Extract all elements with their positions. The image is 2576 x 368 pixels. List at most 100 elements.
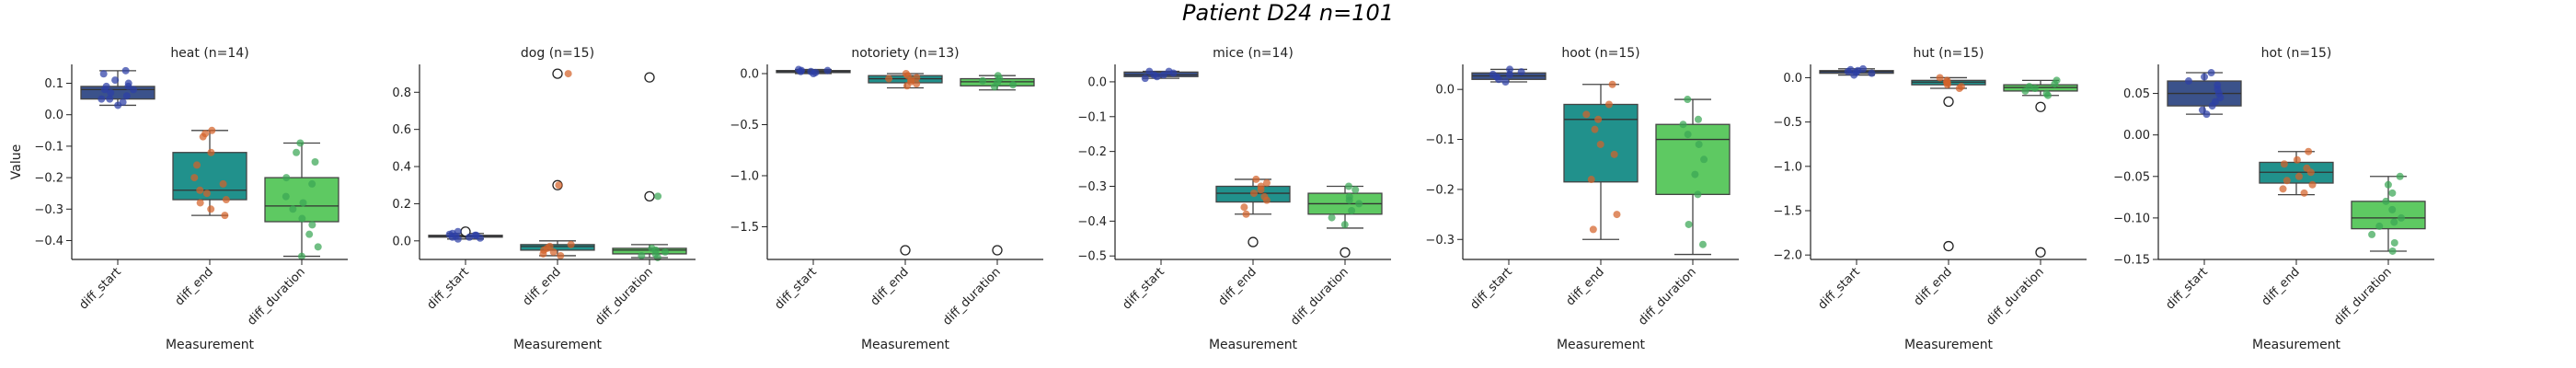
y-tick-label: 0.05 — [2123, 87, 2150, 101]
data-point — [2202, 110, 2211, 119]
data-point — [308, 221, 316, 229]
box-diff_duration — [1655, 98, 1731, 256]
data-point — [1145, 67, 1154, 75]
panel-5: hoot (n=15) 0.0 −0.1 −0.2 −0.3 diff_start diff… — [1425, 46, 1739, 352]
iqr-box — [2351, 201, 2426, 230]
data-point — [2384, 180, 2392, 189]
data-point — [1594, 115, 1603, 123]
data-point — [1249, 190, 1258, 198]
y-tick-label: 0.8 — [392, 86, 411, 100]
data-point — [297, 252, 305, 260]
data-point — [2375, 222, 2384, 230]
y-tick-label: −0.2 — [34, 172, 63, 186]
data-point — [1262, 178, 1271, 187]
box-diff_end — [172, 130, 247, 216]
data-point — [2293, 155, 2301, 164]
y-axis-label: Value — [9, 144, 24, 179]
data-point — [1506, 65, 1514, 74]
data-point — [2306, 168, 2315, 177]
data-point — [219, 179, 227, 188]
outlier-point — [1340, 247, 1351, 259]
panel-6: hut (n=15) 0.0 −0.5 −1.0 −1.5 −2.0 diff_start d… — [1773, 46, 2087, 352]
panel-7: hot (n=15) 0.05 0.00 −0.05 −0.10 −0.15 diff_st… — [2113, 46, 2434, 352]
data-point — [1252, 175, 1260, 183]
box-diff_duration — [612, 72, 687, 259]
x-tick-label: diff_duration — [940, 265, 1004, 328]
data-point — [111, 76, 120, 85]
data-point — [2382, 197, 2390, 205]
x-tick-label: diff_end — [1216, 265, 1259, 308]
data-point — [193, 161, 201, 169]
data-point — [564, 70, 572, 78]
data-point — [2051, 80, 2059, 88]
data-point — [549, 247, 558, 256]
x-tick-label: diff_start — [76, 265, 123, 312]
x-tick-label: diff_duration — [1288, 265, 1351, 328]
data-point — [1165, 67, 1173, 75]
y-tick-label: 0.0 — [740, 67, 759, 81]
x-axis-label: Measurement — [1209, 338, 1298, 352]
data-point — [1684, 131, 1692, 139]
data-point — [207, 148, 215, 156]
x-axis-label: Measurement — [1557, 338, 1646, 352]
box-diff_start — [428, 226, 503, 240]
data-point — [1591, 125, 1599, 133]
box-diff_duration — [2003, 79, 2078, 258]
y-tick-label: −0.4 — [34, 235, 63, 248]
y-tick-label: −1.0 — [730, 169, 759, 183]
figure-title: Patient D24 n=101 — [1181, 0, 1395, 26]
y-tick-label: −0.1 — [1077, 110, 1107, 124]
data-point — [823, 66, 832, 75]
outlier-point — [644, 190, 655, 202]
data-point — [2021, 86, 2030, 95]
data-point — [2201, 73, 2209, 81]
y-tick-label: −0.1 — [1425, 133, 1455, 147]
data-point — [638, 251, 646, 259]
data-point — [653, 253, 661, 261]
box-diff_end — [868, 73, 943, 256]
x-axis-label: Measurement — [166, 338, 255, 352]
iqr-box — [520, 244, 595, 251]
data-point — [2300, 189, 2308, 197]
x-tick-label: diff_start — [2163, 265, 2210, 312]
y-tick-label: −0.3 — [1077, 180, 1107, 194]
data-point — [289, 205, 297, 213]
outlier-point — [992, 245, 1003, 256]
data-point — [1141, 75, 1149, 83]
data-point — [1348, 207, 1356, 214]
data-point — [1613, 211, 1621, 219]
data-point — [1345, 196, 1353, 204]
data-point — [567, 240, 575, 248]
data-point — [1262, 196, 1271, 204]
data-point — [114, 101, 122, 109]
outlier-point — [552, 68, 563, 79]
data-point — [98, 95, 106, 103]
data-point — [130, 86, 138, 94]
data-point — [1587, 176, 1595, 184]
data-point — [1695, 140, 1703, 148]
x-tick-label: diff_end — [1564, 265, 1607, 308]
data-point — [2294, 172, 2303, 180]
data-point — [1691, 170, 1699, 178]
data-point — [1694, 115, 1702, 123]
x-tick-label: diff_duration — [1984, 265, 2047, 328]
y-tick-label: −0.4 — [1077, 215, 1107, 229]
data-point — [454, 227, 462, 236]
panel-title: hot (n=15) — [2261, 46, 2332, 61]
data-point — [1596, 140, 1604, 148]
x-tick-label: diff_end — [2260, 265, 2303, 308]
y-tick-label: 0.6 — [392, 123, 411, 137]
data-point — [207, 205, 215, 213]
y-tick-label: 0.0 — [44, 109, 63, 122]
data-point — [221, 212, 229, 220]
data-point — [2368, 230, 2376, 238]
data-point — [122, 92, 131, 100]
data-point — [2308, 180, 2317, 189]
iqr-box — [80, 86, 155, 100]
data-point — [2390, 238, 2398, 247]
data-point — [1685, 220, 1693, 228]
data-point — [293, 148, 301, 156]
y-tick-label: −0.3 — [1425, 234, 1455, 247]
x-tick-label: diff_start — [772, 265, 819, 312]
